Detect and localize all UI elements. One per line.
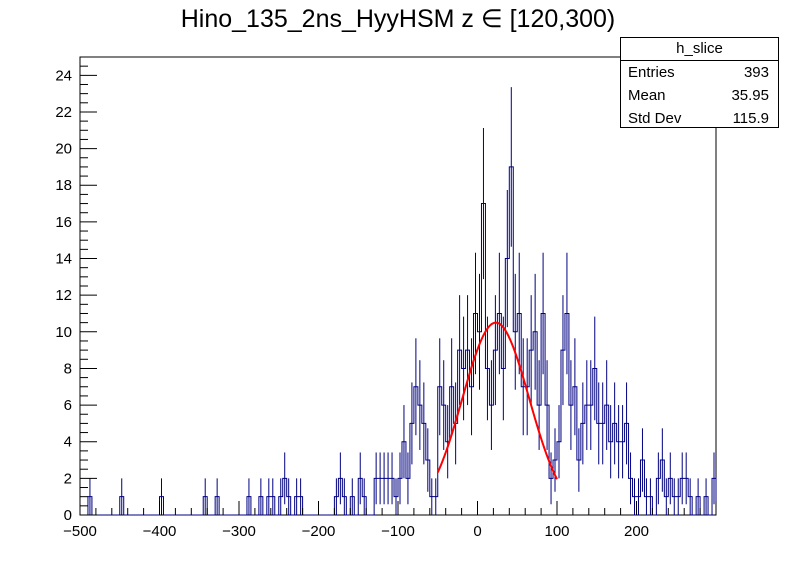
x-tick-label: 100 <box>544 523 569 540</box>
stats-label: Mean <box>628 87 666 104</box>
x-tick-label: −200 <box>302 523 336 540</box>
y-tick-label: 12 <box>55 287 72 304</box>
stats-row-entries: Entries 393 <box>621 61 778 84</box>
x-tick-label: −100 <box>381 523 415 540</box>
x-tick-label: −400 <box>143 523 177 540</box>
stats-title: h_slice <box>621 38 778 61</box>
y-tick-label: 10 <box>55 324 72 341</box>
x-tick-label: 0 <box>473 523 481 540</box>
gaussian-fit-curve <box>436 321 558 480</box>
histogram-outline <box>80 166 717 516</box>
y-tick-label: 18 <box>55 177 72 194</box>
y-tick-label: 24 <box>55 67 72 84</box>
x-axis: −500 −400 −300 −200 −100 0 100 200 <box>63 501 717 540</box>
y-tick-label: 22 <box>55 104 72 121</box>
y-tick-label: 20 <box>55 141 72 158</box>
chart-title: Hino_135_2ns_HyyHSM z ∈ [120,300) <box>180 5 616 33</box>
y-tick-label: 0 <box>64 507 72 524</box>
y-tick-label: 4 <box>64 434 72 451</box>
y-tick-label: 14 <box>55 251 72 268</box>
y-tick-label: 8 <box>64 360 72 377</box>
stats-box: h_slice Entries 393 Mean 35.95 Std Dev 1… <box>620 37 779 128</box>
stats-label: Entries <box>628 64 675 81</box>
y-tick-label: 16 <box>55 214 72 231</box>
y-tick-label: 2 <box>64 470 72 487</box>
stats-value: 35.95 <box>731 87 769 104</box>
stats-row-mean: Mean 35.95 <box>621 84 778 107</box>
stats-value: 115.9 <box>732 110 769 127</box>
stats-value: 393 <box>743 64 769 81</box>
y-tick-label: 6 <box>64 397 72 414</box>
stats-label: Std Dev <box>628 110 682 127</box>
x-tick-label: −500 <box>63 523 97 540</box>
stats-row-stddev: Std Dev 115.9 <box>621 107 778 130</box>
x-tick-label: −300 <box>222 523 256 540</box>
x-tick-label: 200 <box>624 523 649 540</box>
